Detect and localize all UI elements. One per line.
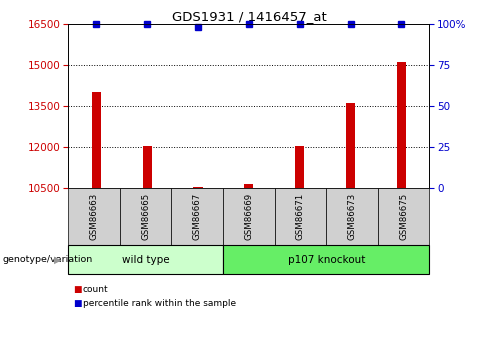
Text: count: count <box>83 285 109 294</box>
Text: GSM86669: GSM86669 <box>244 193 253 240</box>
Text: wild type: wild type <box>122 255 169 265</box>
Bar <box>92 92 101 188</box>
Bar <box>244 184 253 188</box>
Title: GDS1931 / 1416457_at: GDS1931 / 1416457_at <box>171 10 326 23</box>
Text: GSM86663: GSM86663 <box>90 193 99 240</box>
Text: ▶: ▶ <box>54 255 61 265</box>
Text: GSM86673: GSM86673 <box>347 193 357 240</box>
Text: genotype/variation: genotype/variation <box>2 255 93 264</box>
Text: p107 knockout: p107 knockout <box>287 255 365 265</box>
Text: ■: ■ <box>73 299 81 308</box>
Text: GSM86665: GSM86665 <box>141 193 150 240</box>
Bar <box>193 187 203 188</box>
Text: GSM86671: GSM86671 <box>296 193 305 240</box>
Bar <box>346 104 355 188</box>
Text: GSM86675: GSM86675 <box>399 193 408 240</box>
Text: percentile rank within the sample: percentile rank within the sample <box>83 299 236 308</box>
Bar <box>142 146 152 188</box>
Text: GSM86667: GSM86667 <box>193 193 202 240</box>
Bar <box>295 146 305 188</box>
Text: ■: ■ <box>73 285 81 294</box>
Bar <box>397 62 406 188</box>
